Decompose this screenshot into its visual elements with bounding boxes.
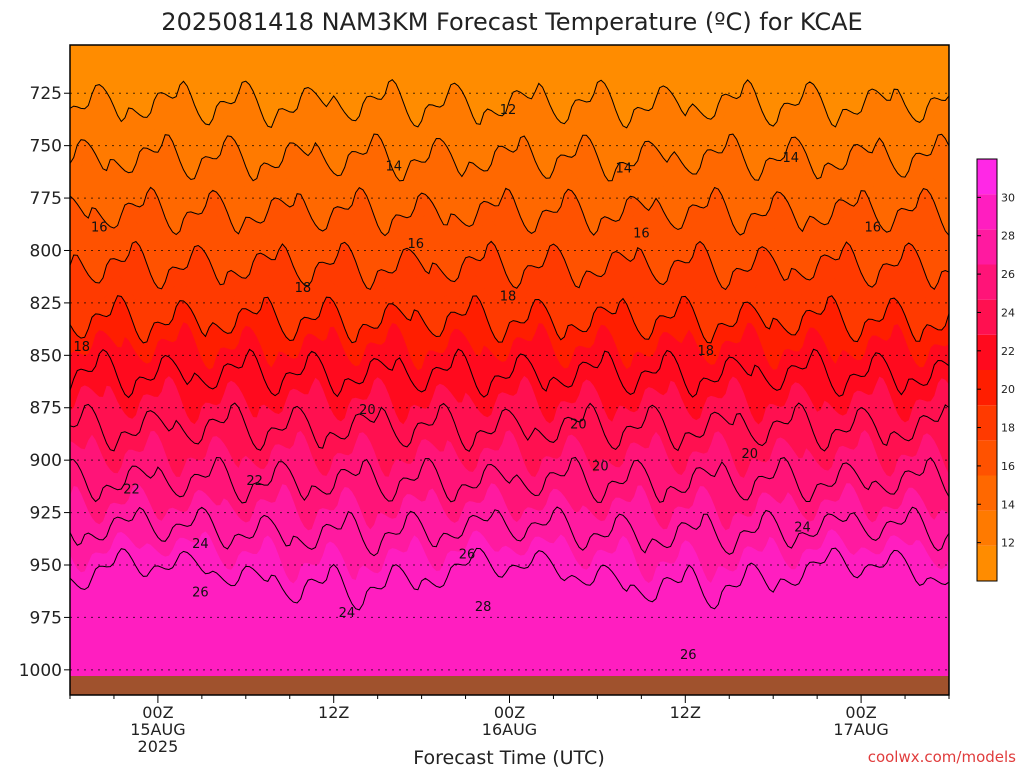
colorbar-tick-label: 24 — [1001, 306, 1015, 319]
contour-label: 18 — [295, 281, 312, 296]
contour-label: 16 — [633, 227, 650, 242]
colorbar-tick-label: 28 — [1001, 230, 1015, 243]
colorbar-segment — [977, 475, 997, 511]
colorbar-tick-label: 30 — [1001, 191, 1015, 204]
contour-label: 20 — [592, 459, 609, 474]
y-tick-label: 800 — [30, 241, 62, 261]
contour-label: 20 — [741, 447, 758, 462]
contour-label: 16 — [91, 220, 108, 235]
colorbar-tick-label: 16 — [1001, 460, 1015, 473]
colorbar-tick-label: 14 — [1001, 498, 1015, 511]
y-tick-label: 1000 — [19, 661, 62, 681]
y-tick-label: 975 — [30, 608, 62, 628]
contour-label: 12 — [500, 103, 517, 118]
contour-label: 28 — [475, 600, 492, 615]
contour-label: 26 — [192, 585, 209, 600]
colorbar-segment — [977, 440, 997, 476]
contour-label: 22 — [123, 483, 140, 498]
contour-26 — [70, 456, 949, 504]
colorbar-segment — [977, 229, 997, 265]
colorbar-segment — [977, 334, 997, 370]
band-30 — [70, 548, 949, 695]
x-tick-label: 16AUG — [482, 720, 537, 739]
contour-label: 16 — [407, 237, 424, 252]
contour-label: 14 — [615, 162, 632, 177]
colorbar-segment — [977, 299, 997, 335]
x-tick-label: 2025 — [138, 737, 179, 756]
colorbar-tick-label: 20 — [1001, 383, 1015, 396]
y-tick-label: 825 — [30, 294, 62, 314]
colorbar-segment — [977, 159, 997, 195]
contour-label: 18 — [698, 344, 715, 359]
contour-20 — [70, 295, 949, 344]
colorbar-segment — [977, 510, 997, 546]
colorbar-tick-label: 26 — [1001, 268, 1015, 281]
contour-30 — [70, 547, 949, 611]
colorbar-tick-label: 12 — [1001, 537, 1015, 550]
y-tick-label: 950 — [30, 556, 62, 576]
contour-label: 14 — [783, 151, 800, 166]
contour-label: 22 — [246, 474, 263, 489]
contour-label: 24 — [192, 537, 209, 552]
x-tick-label: 00Z — [494, 703, 525, 722]
contour-12 — [70, 79, 949, 129]
x-tick-label: 15AUG — [130, 720, 185, 739]
contour-18 — [70, 240, 949, 291]
x-tick-label: 12Z — [670, 703, 701, 722]
colorbar-segment — [977, 264, 997, 300]
contour-22 — [70, 348, 949, 399]
y-tick-label: 850 — [30, 346, 62, 366]
chart-title: 2025081418 NAM3KM Forecast Temperature (… — [161, 8, 862, 36]
colorbar-segment — [977, 194, 997, 230]
contour-lines — [70, 79, 949, 611]
colorbar-tick-label: 22 — [1001, 345, 1015, 358]
contour-label: 18 — [500, 290, 517, 305]
contour-label: 20 — [570, 418, 587, 433]
y-tick-label: 900 — [30, 451, 62, 471]
credit-text: coolwx.com/models — [868, 748, 1016, 766]
colorbar-segment — [977, 370, 997, 406]
x-axis-label: Forecast Time (UTC) — [413, 747, 604, 768]
contour-label: 14 — [385, 160, 402, 175]
y-tick-label: 725 — [30, 84, 62, 104]
contour-label: 26 — [680, 648, 697, 663]
x-tick-label: 12Z — [318, 703, 349, 722]
colorbar: 12 14 16 18 20 22 24 26 28 30 — [976, 158, 1015, 582]
colorbar-tick-label: 18 — [1001, 422, 1015, 435]
y-tick-label: 925 — [30, 504, 62, 524]
temperature-bands — [70, 45, 949, 695]
contour-label: 24 — [339, 606, 356, 621]
x-tick-label: 00Z — [845, 703, 876, 722]
contour-label: 26 — [459, 548, 476, 563]
contour-24 — [70, 402, 949, 452]
contour-16 — [70, 186, 949, 237]
y-tick-label: 775 — [30, 189, 62, 209]
contour-14 — [70, 133, 949, 182]
plot-area: 12 14 14 14 16 16 16 16 18 18 18 18 20 20 20 20 22 22 24 24… — [70, 45, 949, 695]
contour-label: 20 — [359, 403, 376, 418]
y-axis: 725 750 775 800 825 850 875 900 925 950 975 1000 — [19, 84, 70, 681]
ground-surface — [70, 676, 949, 695]
contour-labels: 12 14 14 14 16 16 16 16 18 18 18 18 20 20 20 20 22 22 24 24… — [73, 103, 881, 663]
y-tick-label: 875 — [30, 399, 62, 419]
colorbar-segment — [977, 405, 997, 441]
x-tick-label: 17AUG — [833, 720, 888, 739]
colorbar-segment — [977, 545, 997, 581]
contour-28 — [70, 506, 949, 557]
contour-label: 16 — [865, 220, 882, 235]
x-tick-label: 00Z — [142, 703, 173, 722]
y-tick-label: 750 — [30, 137, 62, 157]
contour-label: 18 — [73, 340, 90, 355]
contour-label: 24 — [794, 520, 811, 535]
colorbar-frame — [976, 158, 998, 582]
